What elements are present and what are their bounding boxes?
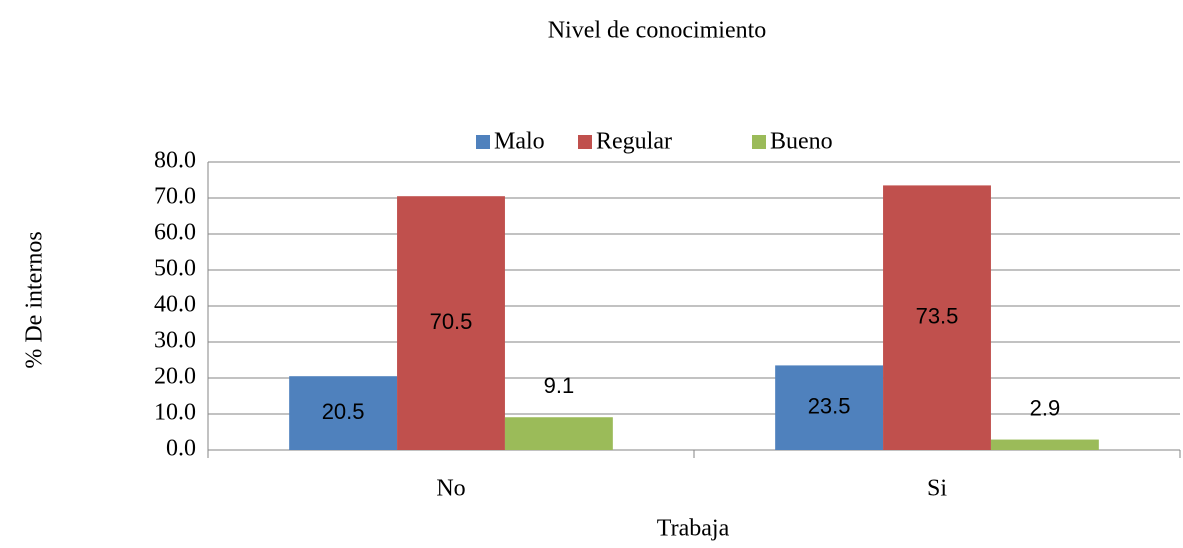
y-axis-label: % De internos <box>22 231 48 368</box>
bar <box>990 439 1099 450</box>
bar <box>289 376 398 450</box>
y-tick-label: 50.0 <box>154 256 196 282</box>
y-tick-label: 60.0 <box>154 220 196 246</box>
y-tick-label: 20.0 <box>154 364 196 390</box>
bar <box>397 196 505 450</box>
legend-label: Regular <box>596 129 672 155</box>
data-label: 73.5 <box>916 304 959 329</box>
legend-swatch <box>476 135 490 149</box>
x-tick-label: No <box>436 476 465 502</box>
y-tick-label: 0.0 <box>166 436 196 462</box>
y-tick-label: 70.0 <box>154 184 196 210</box>
data-label: 23.5 <box>808 394 851 419</box>
chart-title: Nivel de conocimiento <box>548 18 767 44</box>
bar <box>775 365 884 450</box>
x-axis-label: Trabaja <box>657 516 730 542</box>
data-label: 2.9 <box>1030 395 1061 420</box>
data-label: 20.5 <box>322 399 365 424</box>
y-tick-label: 30.0 <box>154 328 196 354</box>
legend-swatch <box>578 135 592 149</box>
legend-label: Bueno <box>770 129 833 155</box>
y-tick-label: 40.0 <box>154 292 196 318</box>
y-tick-label: 10.0 <box>154 400 196 426</box>
legend-swatch <box>752 135 766 149</box>
y-tick-label: 80.0 <box>154 148 196 174</box>
x-tick-label: Si <box>927 476 947 502</box>
bar <box>504 417 613 450</box>
legend-label: Malo <box>494 129 545 155</box>
bar <box>883 185 991 450</box>
data-label: 9.1 <box>544 373 575 398</box>
data-label: 70.5 <box>430 309 473 334</box>
